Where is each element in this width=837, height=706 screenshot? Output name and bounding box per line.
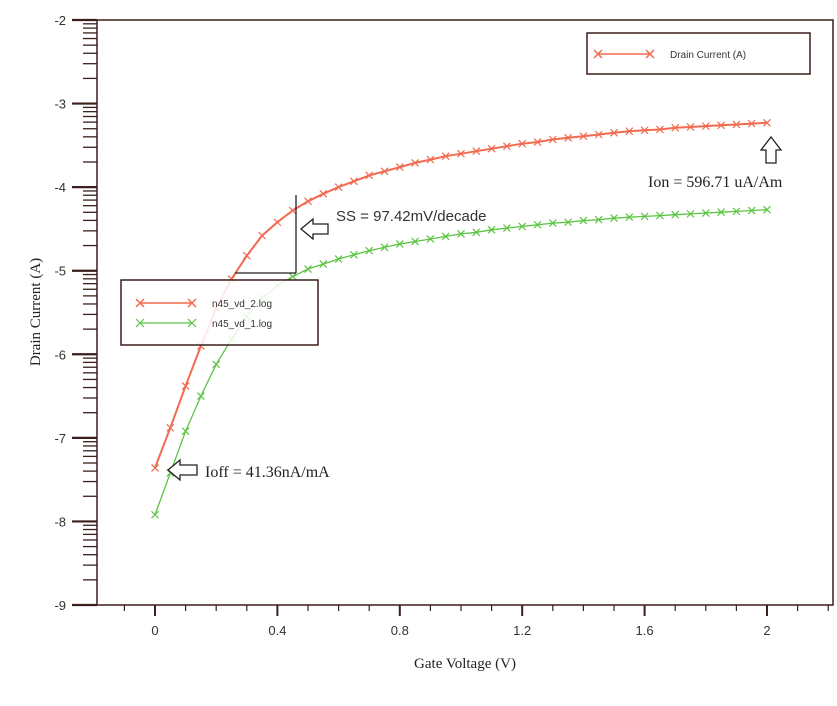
ss-annotation: SS = 97.42mV/decade (336, 208, 487, 225)
x-tick-label: 0 (151, 623, 158, 638)
y-tick-label: -3 (54, 97, 66, 112)
x-tick-label: 2 (763, 623, 770, 638)
y-tick-label: -9 (54, 598, 66, 613)
y-tick-label: -2 (54, 13, 66, 28)
legend-series-2-label: n45_vd_1.log (212, 319, 272, 330)
x-axis-title: Gate Voltage (V) (414, 656, 516, 672)
y-tick-label: -6 (54, 347, 66, 362)
legend-series-1-label: n45_vd_2.log (212, 299, 272, 310)
x-axis: 0 0.4 0.8 1.2 1.6 2 (123, 605, 829, 638)
x-tick-label: 1.2 (513, 623, 531, 638)
x-tick-label: 0.4 (268, 623, 286, 638)
x-marker-icon (135, 298, 197, 308)
legend-top-label: Drain Current (A) (670, 50, 746, 61)
y-tick-label: -4 (54, 180, 66, 195)
y-tick-label: -8 (54, 514, 66, 529)
x-tick-label: 0.8 (391, 623, 409, 638)
y-tick-label: -5 (54, 264, 66, 279)
ioff-arrow-icon (166, 458, 198, 482)
x-marker-icon (593, 49, 655, 59)
x-marker-icon (135, 318, 197, 328)
ss-arrow-icon (299, 217, 329, 241)
y-axis-title: Drain Current (A) (28, 258, 44, 366)
ion-annotation: Ion = 596.71 uA/Am (648, 174, 783, 191)
x-tick-label: 1.6 (636, 623, 654, 638)
ss-bracket (235, 195, 297, 274)
ion-arrow-icon (759, 135, 783, 164)
ioff-annotation: Ioff = 41.36nA/mA (205, 464, 330, 481)
y-axis: -2 -3 -4 -5 -6 -7 -8 -9 (54, 13, 97, 613)
y-tick-label: -7 (54, 431, 66, 446)
legend-series: n45_vd_2.log n45_vd_1.log (120, 279, 319, 346)
legend-top-right: Drain Current (A) (586, 32, 811, 75)
